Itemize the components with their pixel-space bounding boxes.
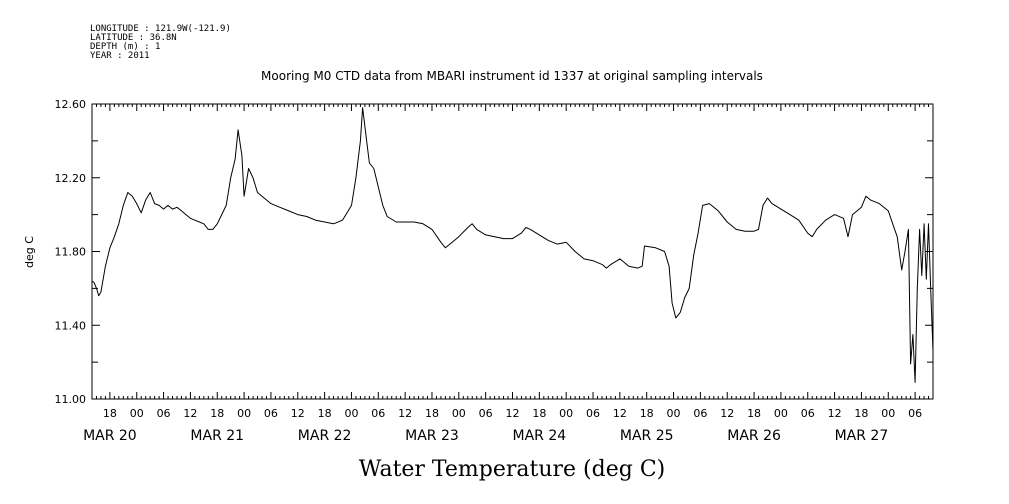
metadata-latitude: LATITUDE : 36.8N bbox=[90, 33, 177, 43]
x-hour-tick-label: 06 bbox=[479, 407, 493, 420]
y-tick-label: 12.20 bbox=[55, 172, 87, 185]
x-hour-tick-label: 06 bbox=[801, 407, 815, 420]
y-tick-label: 11.80 bbox=[55, 246, 87, 259]
x-hour-tick-label: 12 bbox=[613, 407, 627, 420]
x-hour-tick-label: 18 bbox=[210, 407, 224, 420]
x-hour-tick-label: 00 bbox=[881, 407, 895, 420]
x-day-label: MAR 21 bbox=[190, 428, 244, 444]
x-hour-tick-label: 18 bbox=[640, 407, 654, 420]
x-day-label: MAR 27 bbox=[835, 428, 889, 444]
metadata-year: YEAR : 2011 bbox=[90, 51, 150, 61]
x-hour-tick-label: 12 bbox=[291, 407, 305, 420]
x-hour-tick-label: 00 bbox=[130, 407, 144, 420]
x-day-label: MAR 20 bbox=[83, 428, 137, 444]
x-hour-tick-label: 00 bbox=[559, 407, 573, 420]
x-hour-tick-label: 12 bbox=[828, 407, 842, 420]
x-day-label: MAR 23 bbox=[405, 428, 459, 444]
series-layer bbox=[91, 107, 934, 383]
x-hour-tick-label: 06 bbox=[264, 407, 278, 420]
x-hour-tick-label: 18 bbox=[854, 407, 868, 420]
series-line bbox=[91, 107, 934, 383]
x-hour-tick-label: 12 bbox=[720, 407, 734, 420]
x-axis-title: Water Temperature (deg C) bbox=[359, 457, 666, 482]
x-hour-tick-label: 06 bbox=[693, 407, 707, 420]
x-hour-tick-label: 00 bbox=[774, 407, 788, 420]
x-hour-tick-label: 00 bbox=[344, 407, 358, 420]
x-hour-tick-label: 12 bbox=[183, 407, 197, 420]
x-hour-tick-label: 18 bbox=[425, 407, 439, 420]
x-hour-tick-label: 00 bbox=[667, 407, 681, 420]
plot-frame bbox=[91, 103, 934, 400]
x-hour-tick-label: 00 bbox=[237, 407, 251, 420]
x-hour-tick-label: 06 bbox=[371, 407, 385, 420]
chart-title: Mooring M0 CTD data from MBARI instrumen… bbox=[261, 69, 763, 83]
x-axis-ticks: 18 00 06 12 18 00 06 12 18 00 06 12 18 00 06 12 18 00 06 12… bbox=[83, 104, 934, 444]
x-hour-tick-label: 06 bbox=[586, 407, 600, 420]
x-hour-tick-label: 06 bbox=[157, 407, 171, 420]
y-tick-label: 12.60 bbox=[55, 98, 87, 111]
y-axis-label: deg C bbox=[23, 236, 36, 268]
x-day-label: MAR 22 bbox=[298, 428, 352, 444]
x-hour-tick-label: 18 bbox=[318, 407, 332, 420]
x-day-label: MAR 24 bbox=[513, 428, 567, 444]
x-hour-tick-label: 12 bbox=[398, 407, 412, 420]
x-hour-tick-label: 12 bbox=[506, 407, 520, 420]
y-tick-label: 11.00 bbox=[55, 393, 87, 406]
y-tick-label: 11.40 bbox=[55, 319, 87, 332]
x-hour-tick-label: 18 bbox=[103, 407, 117, 420]
x-hour-tick-label: 06 bbox=[908, 407, 922, 420]
x-hour-tick-label: 18 bbox=[532, 407, 546, 420]
metadata-longitude: LONGITUDE : 121.9W(-121.9) bbox=[90, 24, 231, 34]
y-axis-ticks: 11.00 11.40 11.80 12.20 12.60 bbox=[55, 98, 933, 406]
metadata-depth: DEPTH (m) : 1 bbox=[90, 42, 160, 52]
x-day-label: MAR 25 bbox=[620, 428, 674, 444]
x-hour-tick-label: 00 bbox=[452, 407, 466, 420]
x-day-label: MAR 26 bbox=[727, 428, 781, 444]
x-hour-tick-label: 18 bbox=[747, 407, 761, 420]
